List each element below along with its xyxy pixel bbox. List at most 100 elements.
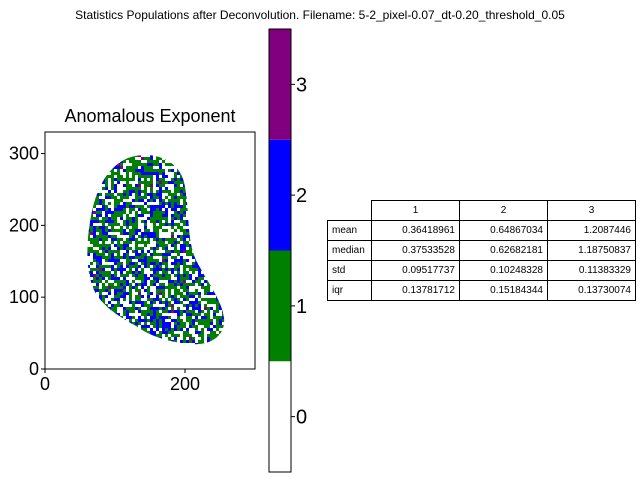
heatmap-cell — [147, 259, 150, 262]
heatmap-cell — [132, 316, 135, 319]
heatmap-cell — [93, 277, 96, 280]
heatmap-cell — [192, 283, 195, 286]
heatmap-cell — [87, 232, 90, 235]
heatmap-cell — [102, 295, 105, 298]
heatmap-cell — [132, 205, 135, 208]
heatmap-cell — [171, 307, 174, 310]
heatmap-cell — [147, 265, 150, 268]
heatmap-cell — [159, 274, 162, 277]
heatmap-cell — [114, 304, 117, 307]
heatmap-cell — [96, 256, 99, 259]
heatmap-cell — [159, 196, 162, 199]
heatmap-cell — [162, 160, 165, 163]
heatmap-cell — [117, 244, 120, 247]
heatmap-cell — [129, 310, 132, 313]
heatmap-cell — [159, 205, 162, 208]
heatmap-cell — [132, 229, 135, 232]
heatmap-cell — [111, 229, 114, 232]
heatmap-cell — [147, 181, 150, 184]
heatmap-cell — [135, 193, 138, 196]
heatmap-cell — [165, 277, 168, 280]
heatmap-cell — [129, 190, 132, 193]
heatmap-cell — [168, 250, 171, 253]
heatmap-cell — [138, 292, 141, 295]
heatmap-cell — [210, 319, 213, 322]
heatmap-cell — [153, 331, 156, 334]
heatmap-cell — [165, 229, 168, 232]
heatmap-cell — [150, 232, 153, 235]
heatmap-cell — [96, 193, 99, 196]
heatmap-cell — [171, 304, 174, 307]
heatmap-cell — [99, 244, 102, 247]
heatmap-cell — [135, 247, 138, 250]
heatmap-cell — [135, 277, 138, 280]
heatmap-cell — [150, 298, 153, 301]
heatmap-cell — [135, 250, 138, 253]
heatmap-cell — [117, 181, 120, 184]
heatmap-cell — [120, 244, 123, 247]
heatmap-cell — [108, 220, 111, 223]
heatmap-cell — [138, 316, 141, 319]
heatmap-cell — [180, 244, 183, 247]
heatmap-cell — [153, 169, 156, 172]
heatmap-cell — [135, 190, 138, 193]
heatmap-cell — [144, 322, 147, 325]
heatmap-cell — [186, 277, 189, 280]
heatmap-cell — [198, 274, 201, 277]
heatmap-cell — [168, 205, 171, 208]
heatmap-cell — [156, 235, 159, 238]
heatmap-cell — [135, 226, 138, 229]
heatmap-cell — [114, 166, 117, 169]
heatmap-cell — [126, 157, 129, 160]
heatmap-cell — [114, 238, 117, 241]
heatmap-cell — [222, 319, 225, 322]
heatmap-cell — [177, 319, 180, 322]
heatmap-cell — [189, 244, 192, 247]
heatmap-cell — [108, 301, 111, 304]
heatmap-cell — [126, 253, 129, 256]
heatmap-cell — [96, 235, 99, 238]
heatmap-cell — [174, 181, 177, 184]
heatmap-cell — [213, 298, 216, 301]
heatmap-cell — [207, 283, 210, 286]
heatmap-cell — [174, 175, 177, 178]
heatmap-cell — [156, 325, 159, 328]
heatmap-cell — [177, 316, 180, 319]
heatmap-cell — [120, 214, 123, 217]
heatmap-cell — [117, 238, 120, 241]
heatmap-cell — [129, 211, 132, 214]
heatmap-cell — [138, 322, 141, 325]
heatmap-cell — [123, 244, 126, 247]
heatmap-cell — [123, 190, 126, 193]
heatmap-cell — [102, 220, 105, 223]
heatmap-cell — [195, 325, 198, 328]
heatmap-cell — [141, 196, 144, 199]
heatmap-cell — [87, 253, 90, 256]
heatmap-cell — [168, 292, 171, 295]
heatmap-cell — [156, 316, 159, 319]
heatmap-cell — [174, 196, 177, 199]
heatmap-cell — [213, 301, 216, 304]
heatmap-cell — [156, 211, 159, 214]
heatmap-cell — [204, 316, 207, 319]
heatmap-cell — [93, 205, 96, 208]
heatmap-cell — [177, 334, 180, 337]
heatmap-cell — [129, 301, 132, 304]
heatmap-cell — [126, 220, 129, 223]
heatmap-cell — [171, 235, 174, 238]
colorbar-segment — [269, 250, 291, 362]
heatmap-cell — [177, 289, 180, 292]
heatmap-cell — [183, 196, 186, 199]
heatmap-cell — [114, 229, 117, 232]
heatmap-cell — [138, 241, 141, 244]
heatmap-cell — [144, 328, 147, 331]
heatmap-cell — [201, 334, 204, 337]
heatmap-cell — [165, 304, 168, 307]
heatmap-cell — [180, 175, 183, 178]
heatmap-cell — [126, 310, 129, 313]
heatmap-cell — [105, 286, 108, 289]
heatmap-cell — [183, 211, 186, 214]
heatmap-cell — [99, 202, 102, 205]
row-label: iqr — [327, 280, 372, 301]
heatmap-cell — [201, 322, 204, 325]
